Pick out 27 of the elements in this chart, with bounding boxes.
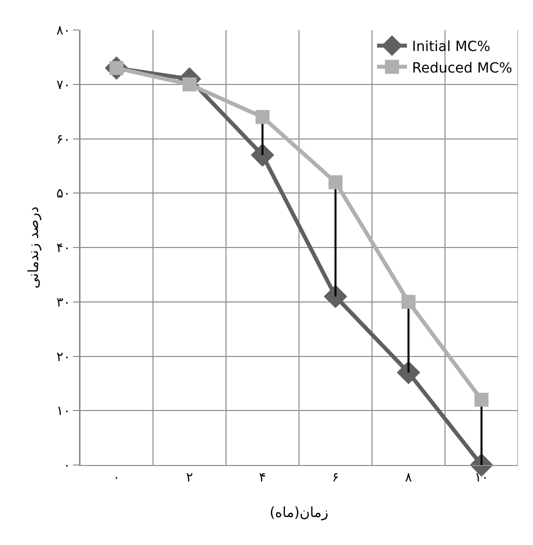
x-tick-label: ۰ [113,470,120,486]
point [250,143,274,167]
legend-label: Reduced MC% [412,60,512,76]
y-tick-label: ۱۰ [56,404,70,420]
x-tick-label: ۱۰ [474,470,488,486]
x-axis-title: زمان(ماه) [270,505,328,521]
legend-label: Initial MC% [412,39,490,56]
y-tick-label: ۸۰ [56,24,70,39]
point [396,360,420,384]
x-tick-label: ۴ [259,470,266,486]
y-tick-label: ۰ [63,458,70,474]
point [256,110,270,124]
y-tick-label: ۷۰ [56,78,70,93]
y-tick-label: ۴۰ [56,241,70,256]
y-tick-label: ۲۰ [56,350,70,365]
point [402,294,416,309]
point [474,392,488,407]
x-tick-label: ۶ [332,470,339,486]
point [182,77,196,92]
x-tick-label: ۸ [405,470,412,486]
point [324,284,348,308]
x-tick-label: ۲ [186,470,194,486]
y-tick-label: ۶۰ [56,132,70,148]
y-tick-label: ۳۰ [56,295,70,310]
point [328,175,342,190]
y-axis-title: درصد زندمانی [26,206,42,289]
y-tick-label: ۵۰ [56,186,70,202]
